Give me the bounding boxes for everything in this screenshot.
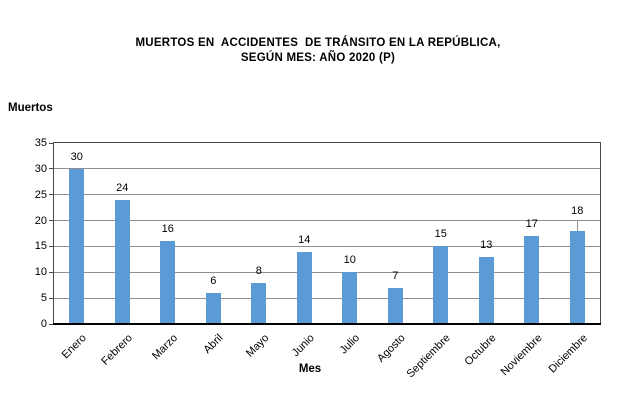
gridline-10 [54, 271, 600, 273]
chart-title-line-2: SEGÚN MES: AÑO 2020 (P) [240, 52, 396, 64]
bar-septiembre [433, 246, 449, 324]
gridline-20 [54, 220, 600, 222]
x-tick-label-enero: Enero [59, 332, 90, 362]
bar-enero [69, 168, 85, 324]
bar-julio [342, 272, 358, 324]
bar-marzo [160, 241, 176, 324]
y-axis-title: Muertos [8, 102, 53, 114]
x-tick-label-agosto: Agosto [375, 332, 408, 365]
data-label-julio: 10 [343, 254, 356, 267]
data-label-noviembre: 17 [525, 218, 538, 231]
chart-title-line-1: MUERTOS EN ACCIDENTES DE TRÁNSITO EN LA … [135, 37, 501, 49]
data-label-leader-line [576, 220, 578, 231]
x-tick-label-mayo: Mayo [243, 332, 272, 360]
y-axis-tick-25 [49, 194, 53, 196]
data-label-mayo: 8 [255, 264, 262, 277]
data-label-marzo: 16 [161, 223, 174, 236]
bar-mayo [251, 282, 267, 324]
y-tick-label-5: 5 [40, 292, 47, 305]
data-label-octubre: 13 [480, 238, 493, 251]
y-tick-label-20: 20 [34, 214, 47, 227]
y-axis-tick-10 [49, 271, 53, 273]
data-label-junio: 14 [298, 233, 311, 246]
y-tick-label-30: 30 [34, 162, 47, 175]
y-axis-tick-35 [49, 142, 53, 144]
data-label-enero: 30 [70, 150, 83, 163]
bar-diciembre [569, 230, 585, 324]
y-axis-tick-5 [49, 297, 53, 299]
gridline-5 [54, 297, 600, 299]
y-tick-label-10: 10 [34, 266, 47, 279]
plot-area: 0 5 10 15 20 25 30 35 30 Enero 24 Febrero 16 Marzo 6 Ab… [35, 137, 601, 380]
bar-octubre [478, 256, 494, 324]
y-tick-label-25: 25 [34, 188, 47, 201]
data-label-agosto: 7 [392, 269, 399, 282]
x-tick-label-junio: Junio [289, 332, 317, 360]
x-tick-label-abril: Abril [201, 332, 226, 357]
y-axis-tick-30 [49, 168, 53, 170]
x-axis-title: Mes [298, 363, 322, 375]
y-tick-label-35: 35 [34, 137, 47, 149]
chart-title: MUERTOS EN ACCIDENTES DE TRÁNSITO EN LA … [0, 36, 628, 66]
data-label-febrero: 24 [116, 181, 129, 194]
gridline-30 [54, 168, 600, 170]
y-axis-tick-15 [49, 245, 53, 247]
x-tick-label-julio: Julio [337, 332, 363, 357]
bar-junio [296, 251, 312, 324]
bar-abril [205, 292, 221, 324]
data-label-septiembre: 15 [434, 228, 447, 241]
data-label-diciembre: 18 [571, 204, 584, 217]
gridline-25 [54, 194, 600, 196]
y-axis-tick-0 [49, 323, 53, 325]
y-tick-label-0: 0 [40, 318, 47, 330]
bar-agosto [387, 287, 403, 324]
bar-noviembre [524, 236, 540, 324]
x-axis-line [53, 323, 601, 325]
y-axis-tick-20 [49, 220, 53, 222]
data-label-abril: 6 [210, 274, 217, 287]
gridline-15 [54, 245, 600, 247]
y-tick-label-15: 15 [34, 240, 47, 253]
x-tick-label-marzo: Marzo [150, 332, 181, 363]
bar-febrero [114, 199, 130, 324]
